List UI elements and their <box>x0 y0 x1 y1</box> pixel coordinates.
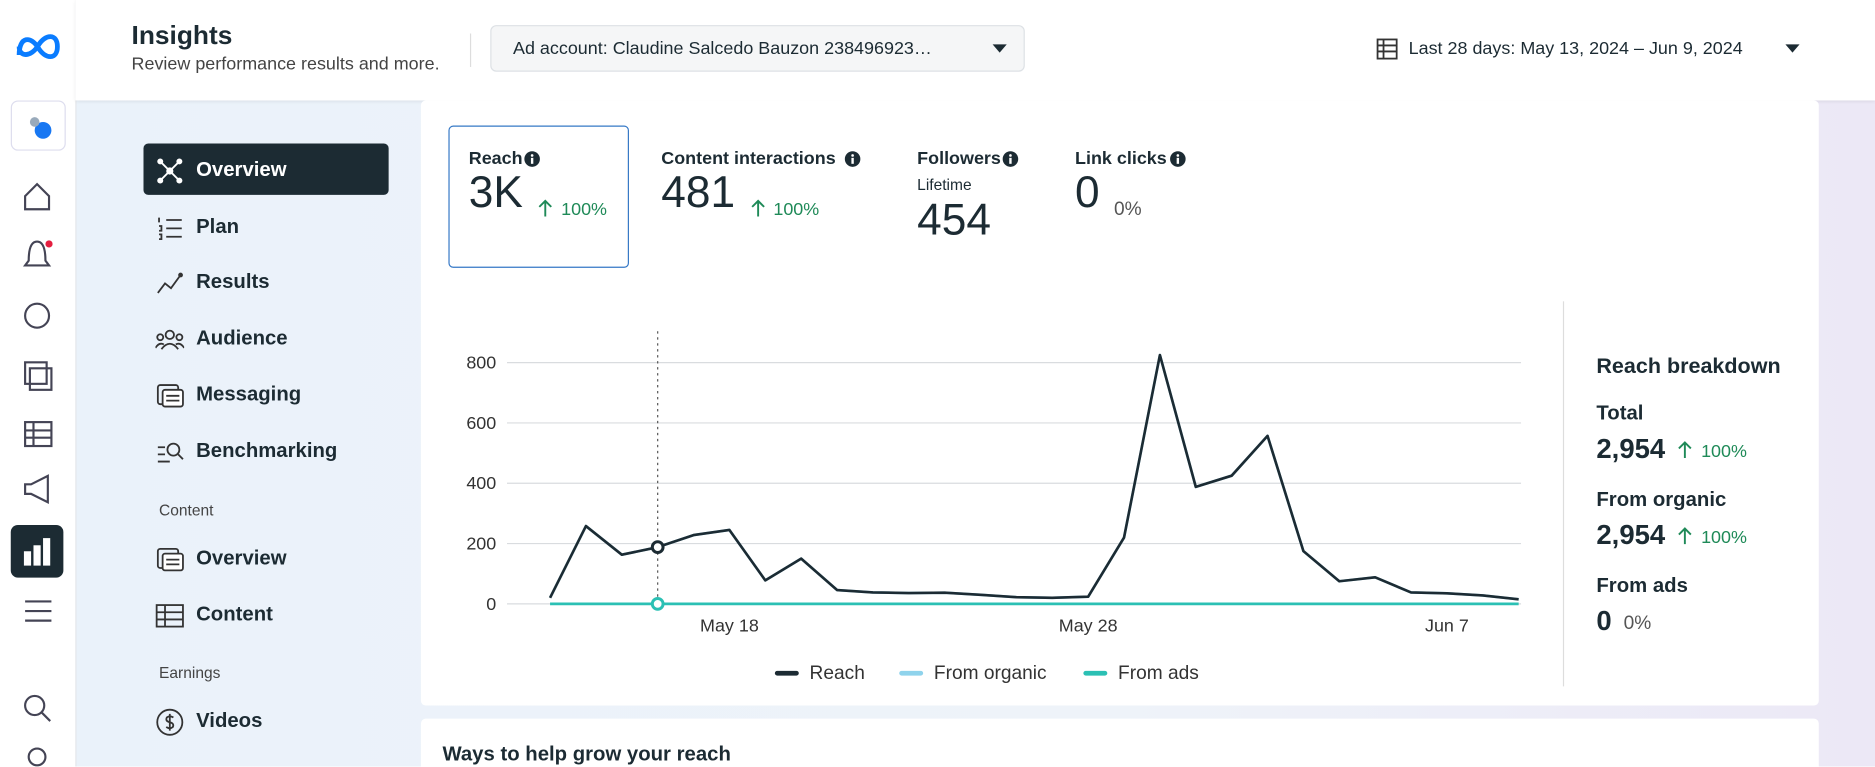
selected-metric-frame[interactable] <box>448 125 629 268</box>
info-icon[interactable] <box>1169 151 1186 168</box>
nav-icon <box>156 708 184 736</box>
up-arrow <box>751 199 765 217</box>
nav-item[interactable]: Benchmarking <box>143 425 388 476</box>
rail-icons[interactable] <box>22 179 55 633</box>
y-tick-label: 400 <box>466 473 496 493</box>
up-arrow <box>1677 441 1692 458</box>
metric[interactable]: Followers Lifetime 454 <box>917 148 1156 256</box>
divider <box>1562 301 1565 687</box>
nav-item[interactable]: Audience <box>143 312 388 363</box>
metric-label: Followers <box>917 148 1001 169</box>
chart: 0 200 400 600 800 May 18 May 28 Jun 7 Reach From … <box>466 331 1522 684</box>
nav-heading: Earnings <box>159 663 221 682</box>
date-range-picker[interactable]: Last 28 days: May 13, 2024 – Jun 9, 2024 <box>1373 33 1821 66</box>
breakdown-label: Total <box>1596 401 1644 425</box>
y-tick-label: 600 <box>466 413 496 433</box>
metric-label: Content interactions <box>661 148 836 169</box>
x-tick-label: May 28 <box>1059 615 1118 635</box>
nav-item[interactable]: Messaging <box>143 368 388 419</box>
divider <box>469 33 472 67</box>
nav-item[interactable]: Overview <box>143 532 388 583</box>
breakdown-title: Reach breakdown <box>1596 353 1781 378</box>
up-arrow <box>1677 527 1692 545</box>
nav-item[interactable]: Videos <box>143 695 388 746</box>
series-line <box>548 353 1519 601</box>
breakdown-change: 0% <box>1623 613 1652 634</box>
ad-account-dropdown[interactable]: Ad account: Claudine Salcedo Bauzon 2384… <box>490 25 1025 72</box>
nav-icon <box>156 547 184 572</box>
metric-change: 100% <box>561 199 608 221</box>
nav-label: Videos <box>196 708 263 732</box>
metric-value: 0 <box>1075 167 1100 217</box>
nav-label: Results <box>196 269 270 293</box>
nav-item[interactable]: Plan <box>143 201 388 252</box>
y-tick-label: 0 <box>486 594 496 614</box>
breakdown-change: 100% <box>1701 441 1747 462</box>
breakdown-label: From ads <box>1596 573 1688 597</box>
breakdown-change: 100% <box>1701 527 1747 548</box>
icon-rail <box>0 0 77 767</box>
legend-label: From ads <box>1118 663 1199 684</box>
nav-label: Overview <box>196 157 287 180</box>
nav-icon <box>158 217 182 241</box>
logo[interactable] <box>14 31 62 62</box>
top-bar: Insights Review performance results and … <box>75 0 1875 101</box>
metric-label: Reach <box>468 148 523 169</box>
legend-label: From organic <box>934 663 1047 684</box>
info-icon[interactable] <box>844 151 861 168</box>
date-range: Last 28 days: May 13, 2024 – Jun 9, 2024 <box>1408 38 1743 59</box>
account-avatar[interactable] <box>10 100 66 151</box>
up-arrow <box>538 199 553 217</box>
hover-point <box>650 596 665 611</box>
grow-title: Ways to help grow your reach <box>442 742 731 766</box>
x-tick-label: May 18 <box>700 615 759 635</box>
rail-bottom-icons[interactable] <box>22 691 55 767</box>
metric-sublabel: Lifetime <box>917 175 972 194</box>
series-line <box>548 353 1519 601</box>
nav-label: Overview <box>196 545 287 569</box>
metric-change: 0% <box>1113 199 1142 221</box>
breakdown-value: 2,954 <box>1596 518 1666 551</box>
metric-value: 481 <box>661 167 736 217</box>
metric-value: 3K <box>468 167 523 217</box>
nav-icon <box>156 384 184 408</box>
metric[interactable]: Reach 3K 100% <box>469 148 708 256</box>
nav-label: Messaging <box>196 382 302 405</box>
breakdown-value: 2,954 <box>1596 432 1666 464</box>
breakdown-label: From organic <box>1596 487 1727 511</box>
nav-label: Content <box>196 602 273 625</box>
y-tick-label: 800 <box>466 353 496 373</box>
info-icon[interactable] <box>524 151 541 168</box>
metric[interactable]: Link clicks 0 0% <box>1075 148 1314 256</box>
page-subtitle: Review performance results and more. <box>131 53 440 75</box>
nav-heading: Content <box>159 501 214 519</box>
nav-icon <box>155 604 184 628</box>
nav-label: Plan <box>196 214 240 238</box>
nav-icon <box>157 442 184 463</box>
info-icon[interactable] <box>1002 151 1019 168</box>
nav-label: Audience <box>196 325 288 349</box>
x-tick-label: Jun 7 <box>1425 615 1469 635</box>
nav-icon <box>157 272 183 294</box>
nav-icon <box>155 329 185 350</box>
legend-label: Reach <box>810 663 865 684</box>
metric-label: Link clicks <box>1075 148 1167 169</box>
y-tick-label: 200 <box>466 534 496 554</box>
insights-icon[interactable] <box>10 524 64 578</box>
metric-change: 100% <box>773 199 820 221</box>
page-title: Insights <box>131 20 233 51</box>
ad-account: Ad account: Claudine Salcedo Bauzon 2384… <box>512 38 932 59</box>
breakdown-value: 0 <box>1596 605 1612 637</box>
hover-point <box>650 540 665 555</box>
grow-card: Ways to help grow your reach <box>420 718 1819 767</box>
nav-label: Benchmarking <box>196 438 338 461</box>
nav-item[interactable]: Results <box>143 256 388 307</box>
metric[interactable]: Content interactions 481 100% <box>661 148 900 256</box>
nav-item[interactable]: Overview <box>143 143 389 195</box>
nav-icon <box>157 158 183 184</box>
metric-value: 454 <box>917 194 991 244</box>
nav-item[interactable]: Content <box>143 588 388 639</box>
